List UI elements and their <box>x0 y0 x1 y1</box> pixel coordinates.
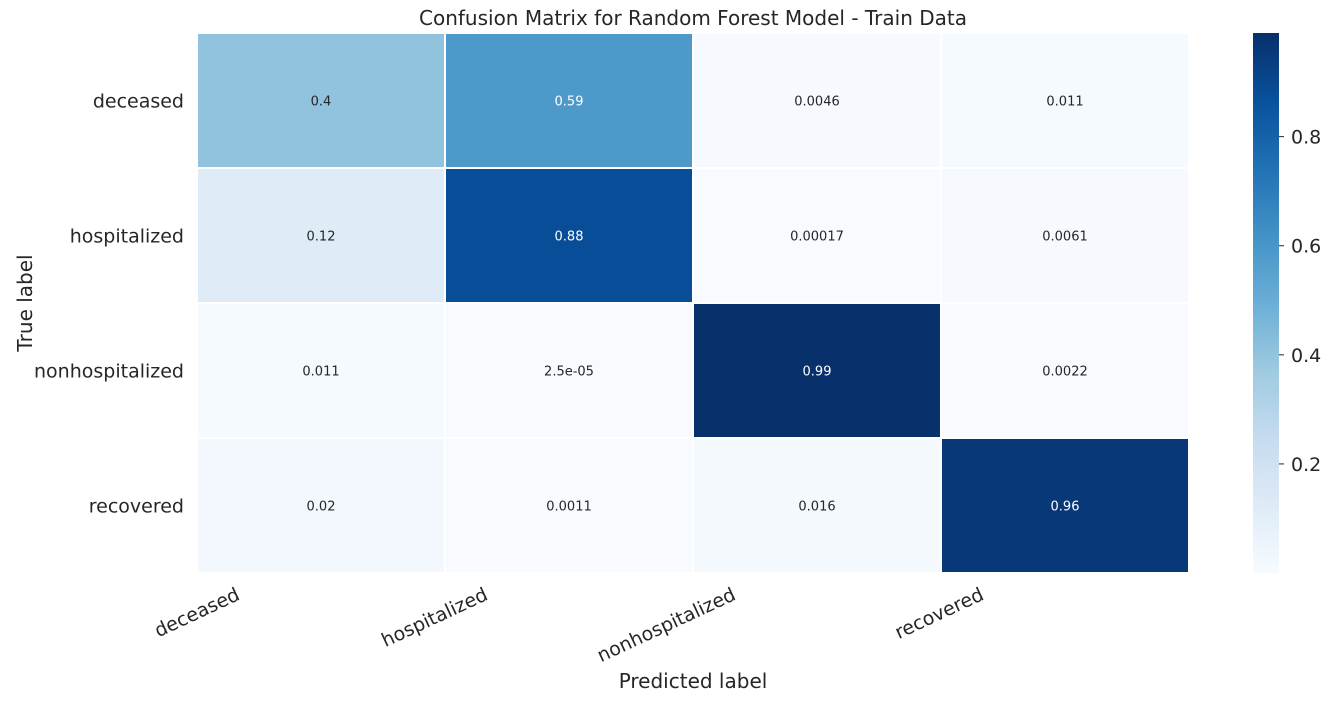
cell-value-label: 0.99 <box>803 365 832 380</box>
cell-value-label: 2.5e-05 <box>544 365 594 380</box>
cell-value-label: 0.0011 <box>546 500 592 515</box>
cell-value-label: 0.59 <box>555 95 584 110</box>
heatmap-cell-recovered-hospitalized <box>444 437 694 574</box>
x-tick-label: nonhospitalized <box>594 584 739 667</box>
cell-value-label: 0.016 <box>798 500 835 515</box>
cell-value-label: 0.00017 <box>790 230 844 245</box>
y-tick-label: recovered <box>89 496 184 518</box>
x-tick-label: deceased <box>151 584 243 642</box>
heatmap-cell-recovered-nonhospitalized <box>692 437 942 574</box>
colorbar-gradient <box>1253 33 1279 573</box>
heatmap-cell-hospitalized-recovered <box>940 167 1190 304</box>
colorbar-tick-label: 0.2 <box>1291 454 1321 476</box>
colorbar-tick-label: 0.6 <box>1291 236 1321 258</box>
colorbar-tick-label: 0.4 <box>1291 345 1321 367</box>
y-axis-label: True label <box>13 254 37 352</box>
chart-title: Confusion Matrix for Random Forest Model… <box>419 6 967 30</box>
x-tick-label: recovered <box>892 584 988 644</box>
cell-value-label: 0.0061 <box>1042 230 1088 245</box>
heatmap-cell-nonhospitalized-recovered <box>940 302 1190 439</box>
colorbar-ticks: 0.2 0.4 0.6 0.8 <box>1279 127 1321 476</box>
heatmap-cell-hospitalized-deceased <box>196 167 446 304</box>
x-tick-label: hospitalized <box>378 584 491 652</box>
cell-value-label: 0.4 <box>311 95 332 110</box>
heatmap-cell-nonhospitalized-hospitalized <box>444 302 694 439</box>
y-tick-labels: deceased hospitalized nonhospitalized recov… <box>34 91 184 518</box>
colorbar-tick-label: 0.8 <box>1291 127 1321 149</box>
cell-value-label: 0.0046 <box>794 95 840 110</box>
cell-value-label: 0.88 <box>555 230 584 245</box>
cell-value-label: 0.02 <box>307 500 336 515</box>
x-axis-label: Predicted label <box>619 669 768 693</box>
cell-value-label: 0.12 <box>307 230 336 245</box>
colorbar: 0.2 0.4 0.6 0.8 <box>1253 33 1321 573</box>
heatmap-cell-deceased-nonhospitalized <box>692 32 942 169</box>
heatmap-cell-recovered-recovered <box>940 437 1190 574</box>
heatmap-cells <box>196 32 1190 574</box>
heatmap-cell-deceased-deceased <box>196 32 446 169</box>
cell-value-label: 0.011 <box>1046 95 1083 110</box>
y-tick-label: nonhospitalized <box>34 361 184 383</box>
heatmap-cell-recovered-deceased <box>196 437 446 574</box>
cell-value-label: 0.0022 <box>1042 365 1088 380</box>
cell-value-label: 0.011 <box>302 365 339 380</box>
heatmap-cell-deceased-recovered <box>940 32 1190 169</box>
y-tick-label: deceased <box>93 91 184 113</box>
heatmap-annotations: 0.4 0.59 0.0046 0.011 0.12 0.88 0.00017 0.0061 0… <box>302 95 1087 515</box>
cell-value-label: 0.96 <box>1051 500 1080 515</box>
y-tick-label: hospitalized <box>70 226 184 248</box>
heatmap-cell-deceased-hospitalized <box>444 32 694 169</box>
heatmap-cell-hospitalized-hospitalized <box>444 167 694 304</box>
x-tick-labels: deceased hospitalized nonhospitalized recov… <box>151 584 987 667</box>
